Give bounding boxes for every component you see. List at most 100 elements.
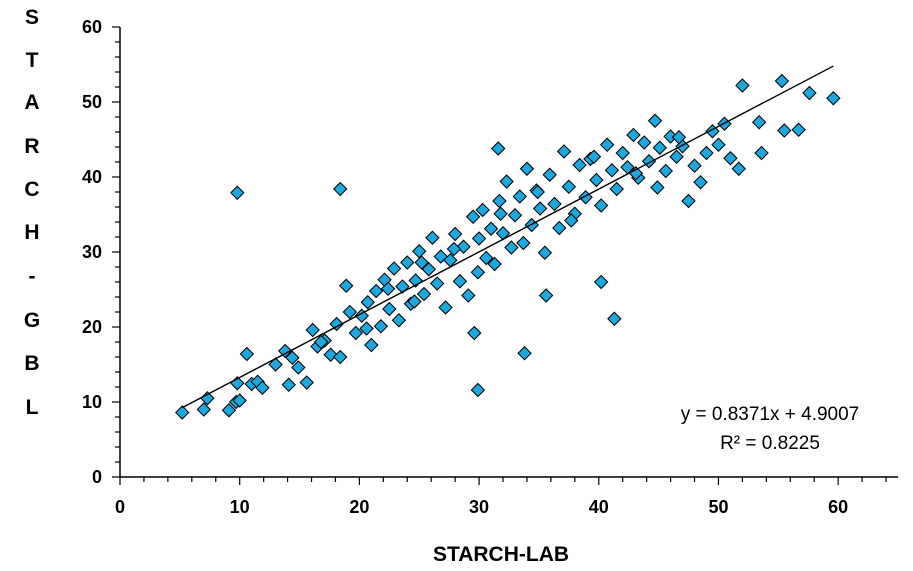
x-tick-label: 10 (230, 497, 250, 517)
y-axis-label-char: A (24, 91, 40, 114)
data-point (530, 184, 545, 200)
data-point (593, 198, 609, 213)
data-point (658, 163, 674, 179)
data-point (751, 115, 767, 130)
data-point (395, 279, 410, 294)
data-point (517, 346, 532, 361)
data-point (239, 346, 255, 362)
data-point (342, 304, 358, 320)
data-point (447, 226, 463, 242)
data-point (175, 405, 190, 420)
y-tick-label: 60 (82, 17, 102, 37)
y-tick-label: 40 (82, 167, 102, 187)
plot-marks (175, 65, 841, 420)
y-axis-label-char: G (23, 309, 41, 332)
trendline (181, 65, 834, 409)
data-point (492, 193, 507, 209)
data-point (589, 172, 604, 188)
data-point (495, 226, 511, 241)
data-point (329, 316, 344, 332)
data-point (414, 255, 429, 270)
data-point (230, 185, 245, 200)
data-point (487, 256, 502, 272)
data-point (516, 235, 531, 251)
x-tick-label: 60 (828, 497, 848, 517)
data-point (669, 149, 684, 164)
data-point (499, 174, 514, 189)
x-tick-label: 50 (708, 497, 728, 517)
data-point (537, 245, 553, 260)
data-point (556, 144, 572, 159)
data-point (339, 278, 354, 293)
data-point (465, 209, 481, 224)
data-point (735, 78, 750, 93)
x-axis-label: STARCH-LAB (432, 543, 570, 566)
data-point (615, 145, 630, 161)
data-point (699, 145, 714, 161)
data-point (604, 163, 620, 178)
data-point (593, 274, 609, 290)
data-point (626, 127, 641, 143)
x-tick-label: 40 (589, 497, 609, 517)
data-point (323, 347, 338, 362)
data-point (512, 189, 527, 204)
data-point (609, 181, 624, 197)
data-point (479, 250, 494, 266)
data-point (491, 141, 506, 156)
data-point (291, 360, 306, 375)
x-tick-label: 20 (349, 497, 369, 517)
trendline-equation: y = 0.8371x + 4.9007 (680, 404, 860, 425)
data-point (333, 349, 348, 365)
x-tick-label: 30 (469, 497, 489, 517)
data-point (471, 231, 487, 246)
data-point (359, 321, 374, 336)
data-point (255, 380, 270, 395)
data-point (607, 311, 622, 326)
y-axis-label-char: T (25, 49, 39, 72)
y-tick-label: 20 (82, 317, 102, 337)
data-point (360, 295, 375, 310)
data-point (382, 301, 397, 317)
y-axis-label-char: H (24, 221, 40, 244)
data-point (681, 193, 696, 209)
data-point (532, 201, 548, 216)
data-point (285, 350, 300, 365)
data-point (268, 357, 283, 372)
data-point (277, 343, 293, 359)
data-point (348, 325, 364, 341)
data-point (313, 334, 329, 350)
y-axis-label-char: C (24, 178, 40, 201)
data-point (407, 294, 422, 309)
data-point (542, 167, 557, 182)
data-point (802, 85, 817, 101)
data-point (572, 157, 587, 173)
data-point (373, 319, 389, 334)
y-tick-label: 0 (92, 467, 102, 487)
data-point (429, 276, 445, 291)
data-point (467, 325, 482, 341)
data-point (652, 140, 668, 155)
data-point (400, 255, 415, 270)
trendline-equation-box: y = 0.8371x + 4.9007 R² = 0.8225 (650, 400, 890, 458)
r-squared-label: R² = 0.8225 (720, 433, 820, 454)
data-point (504, 240, 519, 255)
data-point (650, 180, 665, 195)
y-axis-label-char: S (24, 6, 39, 29)
data-point (628, 166, 644, 181)
data-point (637, 135, 652, 150)
data-point (386, 261, 402, 276)
data-point (687, 158, 702, 173)
data-point (564, 213, 579, 228)
data-point (456, 239, 471, 254)
data-point (561, 179, 577, 194)
x-tick-label: 0 (115, 497, 125, 517)
data-point (507, 208, 523, 223)
data-point (470, 382, 486, 398)
y-tick-label: 30 (82, 242, 102, 262)
y-tick-label: 10 (82, 392, 102, 412)
data-point (731, 161, 747, 176)
data-point (438, 300, 453, 315)
data-point (299, 375, 314, 390)
